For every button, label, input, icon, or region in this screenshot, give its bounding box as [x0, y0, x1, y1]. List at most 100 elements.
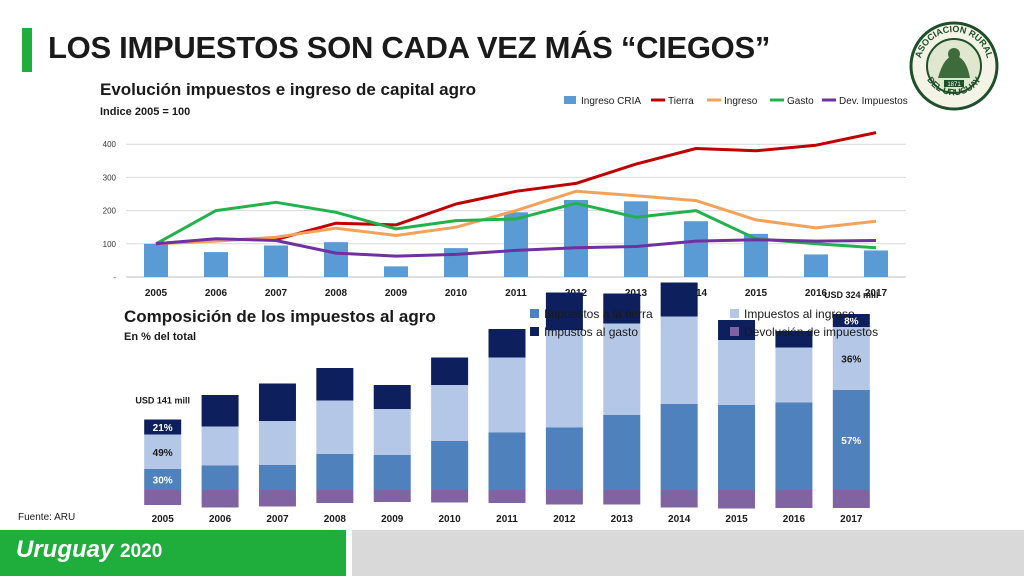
chart2-legend-swatch	[530, 309, 539, 318]
chart1-x-tick-label: 2010	[445, 288, 468, 299]
chart1-y-tick-label: 400	[103, 140, 117, 149]
chart2-stack-segment	[718, 405, 756, 490]
chart2-stack-segment	[832, 314, 870, 327]
chart2-stack-segment	[258, 421, 296, 465]
footer-brand-name: Uruguay	[16, 536, 114, 563]
chart2-stack-segment	[373, 409, 411, 455]
chart2-stack-segment	[316, 454, 354, 490]
chart2-data-label: 57%	[841, 436, 861, 447]
chart2-data-label: 30%	[153, 476, 173, 487]
chart2-legend-label: Impustos al gasto	[544, 325, 638, 339]
source-note: Fuente: ARU	[18, 512, 76, 523]
chart2-stack-segment	[660, 316, 698, 404]
chart2-x-tick-label: 2014	[668, 514, 691, 525]
footer-brand-band	[0, 530, 346, 576]
chart1-legend-label: Ingreso CRIA	[581, 96, 641, 107]
chart1-bar	[204, 252, 228, 277]
chart1-bar	[684, 221, 708, 277]
chart1-legend-label: Ingreso	[724, 96, 758, 107]
chart2-x-tick-label: 2005	[152, 514, 175, 525]
chart2-x-tick-label: 2010	[438, 514, 461, 525]
chart2-stack-segment	[201, 490, 239, 508]
chart1-legend-label: Dev. Impuestos	[839, 96, 908, 107]
chart2-total-label: USD 141 mill	[135, 396, 190, 406]
chart1-bar	[804, 254, 828, 277]
chart2-stack-segment	[545, 490, 583, 505]
chart2-stack-segment	[603, 415, 641, 490]
chart2-x-tick-label: 2016	[783, 514, 806, 525]
chart1-x-tick-label: 2008	[325, 288, 348, 299]
chart2-stack-segment	[431, 357, 469, 385]
chart1-y-tick-label: -	[113, 273, 116, 282]
chart2-x-tick-label: 2007	[266, 514, 289, 525]
footer-grey-band	[352, 530, 1024, 576]
chart2-subtitle: En % del total	[124, 331, 197, 343]
chart2-total-label: USD 324 mill	[824, 290, 879, 300]
chart2-x-tick-label: 2008	[324, 514, 347, 525]
chart1-bar	[264, 245, 288, 277]
chart1-x-tick-label: 2016	[805, 288, 828, 299]
chart2-stack-segment	[316, 368, 354, 401]
chart2-stack-segment	[832, 390, 870, 490]
chart2-stack-segment	[144, 490, 182, 505]
chart1-x-tick-label: 2011	[505, 288, 527, 299]
chart1-bar	[384, 266, 408, 277]
chart1-x-tick-label: 2006	[205, 288, 228, 299]
chart1-legend-swatch	[564, 96, 576, 104]
chart2-x-tick-label: 2012	[553, 514, 576, 525]
chart2-stack-segment	[775, 331, 813, 348]
chart2-stack-segment	[488, 357, 526, 433]
chart2-stack-segment	[660, 490, 698, 508]
chart1-subtitle: Indice 2005 = 100	[100, 106, 191, 118]
chart2-legend-swatch	[530, 327, 539, 336]
chart2-legend-swatch	[730, 309, 739, 318]
chart2-x-tick-label: 2017	[840, 514, 863, 525]
chart2-legend-swatch	[730, 327, 739, 336]
chart2-stack-segment	[545, 330, 583, 428]
chart2-x-tick-label: 2013	[611, 514, 634, 525]
chart1-x-tick-label: 2005	[145, 288, 168, 299]
chart1-x-tick-label: 2009	[385, 288, 408, 299]
chart2-stack-segment	[832, 327, 870, 390]
chart2-data-label: 49%	[153, 448, 173, 459]
chart2-stack-segment	[660, 282, 698, 317]
chart2-data-label: 21%	[153, 423, 173, 434]
chart1-series-line	[155, 189, 877, 246]
chart1-y-tick-label: 200	[103, 207, 117, 216]
chart2-stack-segment	[201, 395, 239, 427]
chart1-x-tick-label: 2017	[865, 288, 888, 299]
chart2-stack-segment	[603, 323, 641, 415]
chart2-stack-segment	[144, 469, 182, 490]
chart1-y-tick-label: 100	[103, 240, 117, 249]
chart2-stack-segment	[373, 490, 411, 502]
chart2-legend-label: Devolución de impuestos	[744, 325, 878, 339]
chart2-stack-segment	[660, 404, 698, 490]
chart2-x-tick-label: 2006	[209, 514, 232, 525]
chart2-x-tick-label: 2011	[496, 514, 518, 525]
chart2-stack-segment	[144, 419, 182, 435]
chart2-legend-label: Impuestos a la tierra	[544, 307, 653, 321]
chart1-y-tick-label: 300	[103, 173, 117, 182]
chart2-data-label: 36%	[841, 355, 861, 366]
chart2-stack-segment	[603, 490, 641, 505]
chart2-title: Composición de los impuestos al agro	[124, 307, 436, 326]
footer-brand: Uruguay 2020	[16, 536, 162, 564]
chart2-stack-segment	[488, 432, 526, 490]
chart2-x-tick-label: 2009	[381, 514, 404, 525]
chart2-legend-label: Impuestos al ingreso	[744, 307, 855, 321]
chart2-stack-segment	[775, 490, 813, 508]
chart1-bar	[504, 212, 528, 277]
chart2-stack-segment	[316, 400, 354, 454]
chart1-bar	[864, 250, 888, 277]
chart1-series-line	[155, 237, 877, 258]
asociacion-rural-seal-icon: ASOCIACION RURAL DEL URUGUAY 1871	[909, 21, 999, 111]
chart2-stack-segment	[488, 329, 526, 358]
chart2-stack-segment	[431, 385, 469, 441]
chart2-data-label: 8%	[844, 317, 859, 328]
chart2-stack-segment	[603, 293, 641, 324]
chart2-stack-segment	[775, 402, 813, 490]
chart2-stack-segment	[144, 434, 182, 469]
chart2-stack-segment	[832, 490, 870, 508]
chart1-legend-label: Tierra	[668, 96, 694, 107]
